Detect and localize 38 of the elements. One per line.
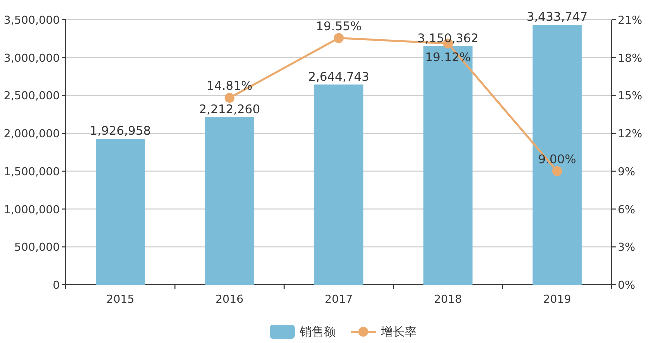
bar bbox=[96, 139, 146, 285]
y-tick-label: 500,000 bbox=[14, 241, 60, 254]
y2-tick-label: 9% bbox=[618, 165, 636, 178]
y-tick-label: 2,500,000 bbox=[4, 90, 60, 103]
data-label: 2,644,743 bbox=[308, 70, 370, 84]
y2-tick-label: 18% bbox=[618, 52, 642, 65]
point bbox=[224, 93, 235, 104]
x-tick-label: 2017 bbox=[325, 293, 353, 306]
y2-tick-label: 12% bbox=[618, 128, 642, 141]
legend-label: 销售额 bbox=[299, 325, 336, 339]
data-label: 3,433,747 bbox=[526, 10, 588, 24]
bar bbox=[314, 84, 364, 285]
data-label: 14.81% bbox=[206, 79, 253, 94]
data-label: 2,212,260 bbox=[199, 102, 260, 116]
y-tick-label: 1,500,000 bbox=[4, 165, 60, 178]
y2-tick-label: 3% bbox=[618, 241, 636, 254]
y-tick-label: 3,500,000 bbox=[4, 14, 60, 27]
x-tick-label: 2016 bbox=[216, 293, 244, 306]
data-label: 1,926,958 bbox=[90, 124, 152, 138]
y-tick-label: 3,000,000 bbox=[4, 52, 60, 65]
bar bbox=[205, 118, 254, 285]
point bbox=[552, 166, 562, 176]
y-tick-label: 2,000,000 bbox=[4, 128, 60, 141]
y-tick-label: 0 bbox=[53, 279, 60, 292]
y2-tick-label: 21% bbox=[618, 14, 642, 27]
y2-tick-label: 15% bbox=[618, 90, 642, 103]
x-tick-label: 2018 bbox=[434, 293, 462, 306]
y2-tick-label: 6% bbox=[618, 203, 636, 216]
bar bbox=[424, 46, 473, 285]
x-tick-label: 2015 bbox=[106, 293, 135, 306]
bar bbox=[532, 25, 582, 285]
legend-label: 增长率 bbox=[380, 325, 417, 339]
y-tick-label: 1,000,000 bbox=[4, 203, 60, 216]
data-label: 19.55% bbox=[316, 19, 362, 34]
point bbox=[334, 33, 344, 44]
data-label: 3,150,362 bbox=[418, 31, 479, 46]
x-tick-label: 2019 bbox=[543, 293, 572, 306]
y2-tick-label: 0% bbox=[618, 279, 636, 292]
